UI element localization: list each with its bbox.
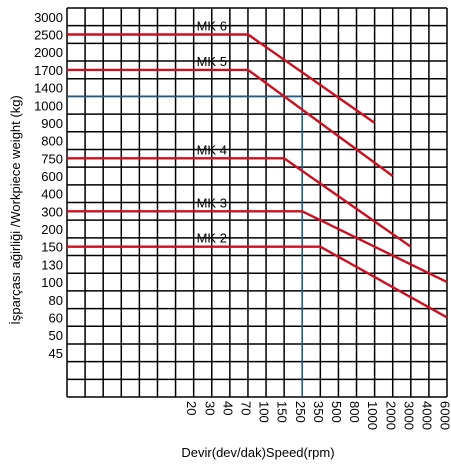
y-tick-label: 3000 <box>34 10 63 25</box>
y-tick-label: 45 <box>49 346 63 361</box>
y-tick-label: 900 <box>41 116 63 131</box>
x-tick-label: 350 <box>311 401 326 423</box>
x-tick-label: 800 <box>347 401 362 423</box>
y-tick-label: 130 <box>41 257 63 272</box>
y-tick-label: 60 <box>49 310 63 325</box>
y-tick-label: 1000 <box>34 98 63 113</box>
x-tick-label: 250 <box>293 401 308 423</box>
y-tick-label: 600 <box>41 169 63 184</box>
series-label: MK 5 <box>197 54 227 69</box>
x-tick-label: 4000 <box>419 401 434 430</box>
x-tick-label: 6000 <box>438 401 451 430</box>
y-tick-label: 300 <box>41 204 63 219</box>
y-tick-label: 400 <box>41 187 63 202</box>
x-axis-title: Devir(dev/dak)Speed(rpm) <box>181 445 334 460</box>
series-label: MK 2 <box>197 231 227 246</box>
y-tick-label: 50 <box>49 328 63 343</box>
chart-grid <box>66 7 448 398</box>
x-tick-label: 150 <box>275 401 290 423</box>
y-tick-label: 1400 <box>34 81 63 96</box>
y-tick-label: 2000 <box>34 45 63 60</box>
y-tick-label: 750 <box>41 151 63 166</box>
y-tick-label: 200 <box>41 222 63 237</box>
y-tick-labels: 3000 2500 2000 1700 1400 1000 900 800 750 600 400 3… <box>34 10 63 361</box>
series-line-mk-5 <box>67 68 394 177</box>
y-axis-title: İşparçası ağirliği /Workpiece weight (kg… <box>8 95 23 325</box>
x-tick-label: 20 <box>184 401 199 415</box>
y-tick-label: 100 <box>41 275 63 290</box>
x-tick-label: 1000 <box>365 401 380 430</box>
x-tick-label: 40 <box>220 401 235 415</box>
x-tick-label: 100 <box>257 401 272 423</box>
y-tick-label: 2500 <box>34 28 63 43</box>
x-tick-label: 2000 <box>383 401 398 430</box>
series-labels: MK 6 MK 5 MK 4 MK 3 MK 2 <box>197 19 227 246</box>
series-label: MK 6 <box>197 19 227 34</box>
x-tick-label: 3000 <box>401 401 416 430</box>
y-tick-label: 80 <box>49 293 63 308</box>
series-line-mk-6 <box>67 33 376 124</box>
series-line-mk-3 <box>67 210 448 284</box>
series-label: MK 4 <box>197 142 227 157</box>
series-label: MK 3 <box>197 195 227 210</box>
y-tick-label: 800 <box>41 134 63 149</box>
x-tick-label: 30 <box>202 401 217 415</box>
y-tick-label: 1700 <box>34 63 63 78</box>
series-lines <box>67 33 448 319</box>
series-line-mk-4 <box>67 157 412 248</box>
x-tick-labels: 20 30 40 70 100 150 250 350 500 800 1000 2000 3000 40… <box>184 401 451 430</box>
series-line-mk-2 <box>67 245 448 319</box>
y-tick-label: 150 <box>41 240 63 255</box>
x-tick-label: 70 <box>239 401 254 415</box>
x-tick-label: 500 <box>329 401 344 423</box>
